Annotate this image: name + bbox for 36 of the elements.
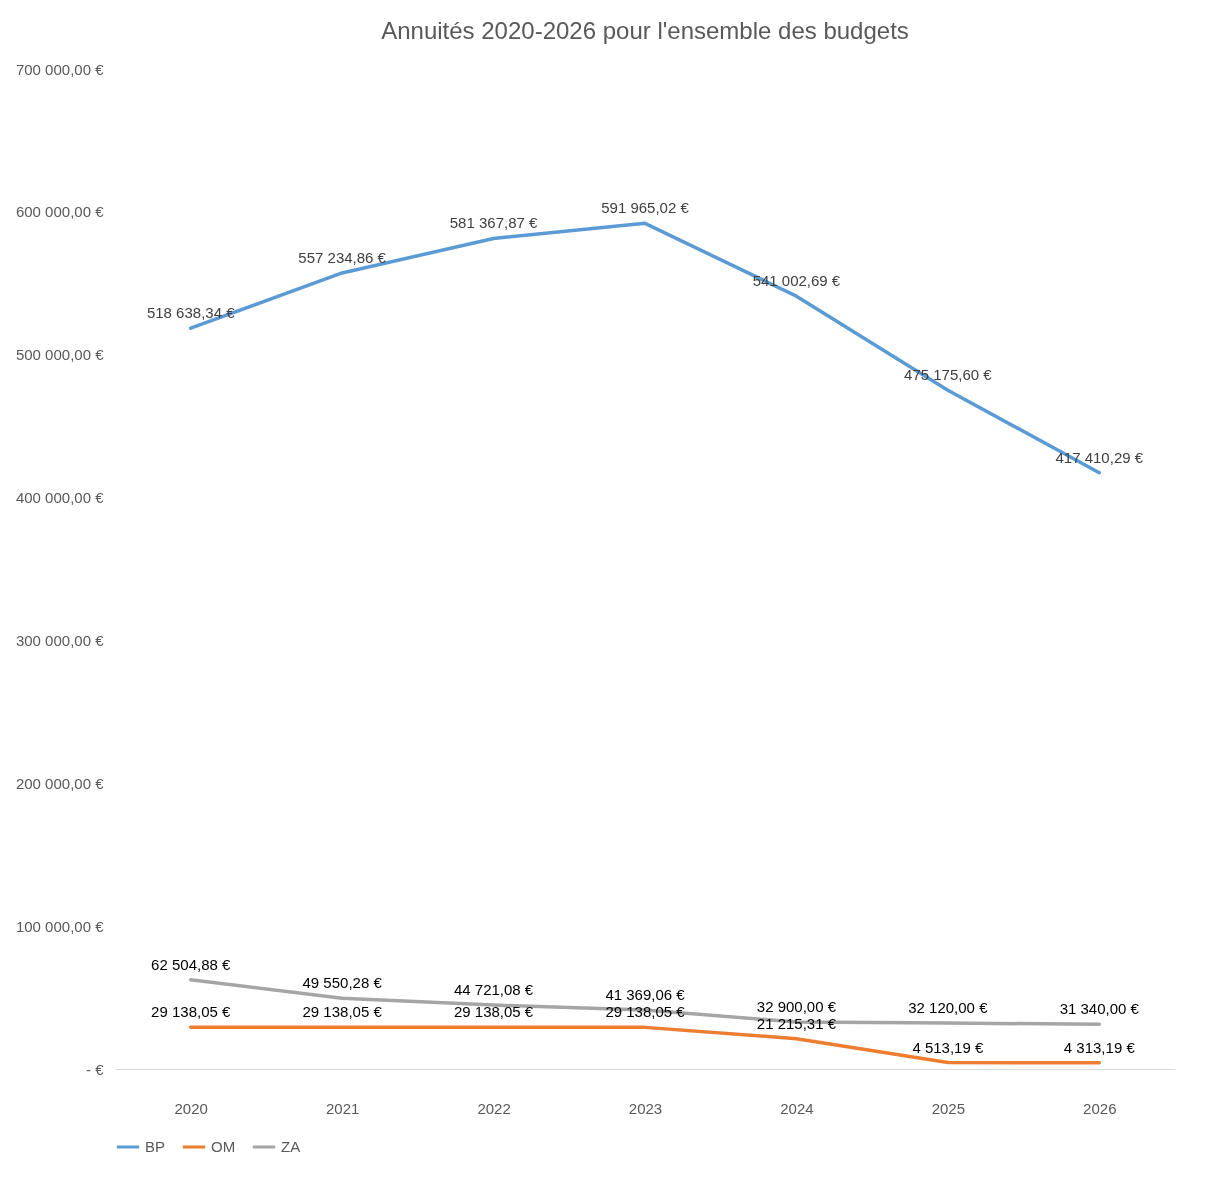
data-label: 21 215,31 € [756,1014,837,1032]
x-tick-label: 2023 [628,1099,663,1117]
data-label: 62 504,88 € [151,955,231,973]
legend-label: OM [211,1138,236,1155]
data-label: 29 138,05 € [605,1003,686,1021]
y-tick-label: 300 000,00 € [15,631,105,649]
legend-label: ZA [281,1138,301,1155]
y-tick-label: 600 000,00 € [15,203,105,221]
y-tick-label: 200 000,00 € [15,774,105,792]
x-tick-label: 2025 [931,1099,966,1117]
data-label: 29 138,05 € [151,1003,231,1021]
data-label: 31 340,00 € [1059,1000,1140,1018]
data-label: 32 120,00 € [908,999,989,1017]
data-label: 591 965,02 € [601,199,690,217]
data-label: 29 138,05 € [302,1003,383,1021]
y-tick-label: 700 000,00 € [15,60,105,78]
data-label: 4 313,19 € [1063,1038,1136,1056]
y-tick-label: - € [85,1060,105,1078]
x-tick-label: 2026 [1083,1099,1117,1117]
data-label: 49 550,28 € [302,974,383,992]
x-tick-label: 2024 [780,1099,814,1117]
x-tick-label: 2022 [477,1099,511,1117]
data-label: 41 369,06 € [605,985,686,1003]
y-tick-label: 400 000,00 € [15,489,105,507]
legend-label: BP [145,1138,166,1155]
y-tick-label: 100 000,00 € [15,917,105,935]
data-label: 557 234,86 € [298,248,387,266]
data-label: 44 721,08 € [453,981,534,999]
x-tick-label: 2021 [325,1099,360,1117]
data-label: 4 513,19 € [912,1038,984,1056]
data-label: 32 900,00 € [756,998,837,1015]
chart-title: Annuités 2020-2026 pour l'ensemble des budgets [381,17,909,44]
data-label: 29 138,05 € [453,1003,534,1021]
y-tick-label: 500 000,00 € [15,346,105,364]
x-tick-label: 2020 [174,1099,208,1117]
data-label: 581 367,87 € [449,214,539,232]
